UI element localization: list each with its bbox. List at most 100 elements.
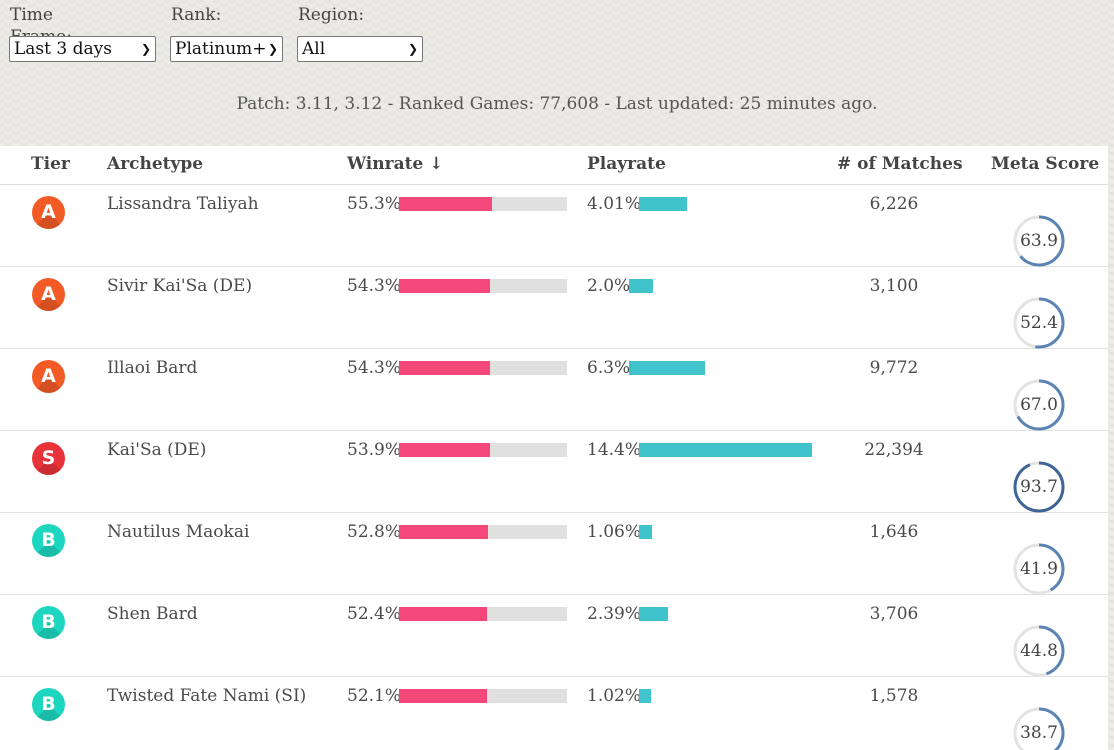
chevron-down-icon: ❯ — [267, 42, 278, 56]
column-tier[interactable]: Tier — [31, 154, 70, 174]
table-row[interactable]: A Sivir Kai'Sa (DE) 54.3% 2.0% 3,100 52.4 — [0, 267, 1108, 349]
winrate-value: 54.3% — [347, 358, 402, 378]
chevron-down-icon: ❯ — [407, 42, 418, 56]
tier-letter: B — [41, 611, 56, 633]
tier-badge: A — [32, 196, 65, 229]
tier-letter: A — [41, 201, 56, 223]
winrate-value: 53.9% — [347, 440, 402, 460]
meta-score-ring-graphic — [1013, 543, 1065, 595]
playrate-value: 1.06% — [587, 522, 642, 542]
column-meta-score[interactable]: Meta Score — [991, 154, 1100, 174]
last-updated: Last updated: 25 minutes ago. — [615, 94, 878, 114]
meta-score-ring: 93.7 — [1011, 459, 1067, 515]
rank-select[interactable]: Platinum+ ❯ — [170, 36, 283, 62]
winrate-bar-fill — [398, 525, 488, 539]
ranked-games-count: Ranked Games: 77,608 — [398, 94, 599, 114]
meta-score-value: 38.7 — [1020, 723, 1058, 743]
meta-score-ring-graphic — [1013, 707, 1065, 750]
status-line: Patch: 3.11, 3.12 - Ranked Games: 77,608… — [0, 94, 1114, 114]
playrate-value: 2.0% — [587, 276, 631, 296]
region-select[interactable]: All ❯ — [297, 36, 423, 62]
playrate-bar — [638, 443, 812, 457]
tier-letter: S — [41, 447, 56, 469]
meta-score-arc — [1013, 297, 1065, 349]
separator: - — [598, 94, 616, 114]
meta-score-ring-graphic — [1013, 625, 1065, 677]
meta-score-ring-graphic — [1013, 461, 1065, 513]
meta-score-arc — [1013, 625, 1065, 677]
table-row[interactable]: A Illaoi Bard 54.3% 6.3% 9,772 67.0 — [0, 349, 1108, 431]
separator: - — [382, 94, 399, 114]
match-count: 3,100 — [869, 276, 919, 296]
rank-value: Platinum+ — [175, 39, 267, 59]
meta-score-arc — [1013, 215, 1065, 267]
tier-badge: S — [32, 442, 65, 475]
region-value: All — [302, 39, 326, 59]
archetype-name[interactable]: Illaoi Bard — [107, 358, 198, 378]
archetype-name[interactable]: Lissandra Taliyah — [107, 194, 259, 214]
meta-score-value: 63.9 — [1020, 231, 1058, 251]
winrate-value: 52.1% — [347, 686, 402, 706]
archetype-name[interactable]: Kai'Sa (DE) — [107, 440, 207, 460]
meta-score-ring: 67.0 — [1011, 377, 1067, 433]
meta-score-ring: 63.9 — [1011, 213, 1067, 269]
match-count: 22,394 — [864, 440, 924, 460]
meta-score-ring-graphic — [1013, 379, 1065, 431]
match-count: 6,226 — [869, 194, 919, 214]
rank-label: Rank: — [171, 5, 222, 25]
archetype-name[interactable]: Sivir Kai'Sa (DE) — [107, 276, 253, 296]
time-frame-value: Last 3 days — [14, 39, 112, 59]
meta-score-value: 52.4 — [1020, 313, 1058, 333]
meta-score-ring: 38.7 — [1011, 705, 1067, 750]
tier-letter: B — [41, 693, 56, 715]
meta-score-ring-graphic — [1013, 297, 1065, 349]
winrate-bar-track — [398, 279, 567, 293]
column-winrate[interactable]: Winrate ↓ — [347, 154, 444, 174]
tier-badge: A — [32, 278, 65, 311]
table-row[interactable]: A Lissandra Taliyah 55.3% 4.01% 6,226 63.9 — [0, 185, 1108, 267]
table-body: A Lissandra Taliyah 55.3% 4.01% 6,226 63.9 A Si… — [0, 185, 1108, 750]
column-archetype[interactable]: Archetype — [107, 154, 204, 174]
match-count: 3,706 — [869, 604, 919, 624]
chevron-down-icon: ❯ — [140, 42, 151, 56]
archetype-name[interactable]: Shen Bard — [107, 604, 198, 624]
time-frame-select[interactable]: Last 3 days ❯ — [9, 36, 156, 62]
tier-letter: B — [41, 529, 56, 551]
table-row[interactable]: B Nautilus Maokai 52.8% 1.06% 1,646 41.9 — [0, 513, 1108, 595]
table-row[interactable]: B Twisted Fate Nami (SI) 52.1% 1.02% 1,578 38… — [0, 677, 1108, 750]
meta-score-ring: 52.4 — [1011, 295, 1067, 351]
winrate-bar-track — [398, 361, 567, 375]
playrate-bar — [638, 525, 652, 539]
region-label: Region: — [298, 5, 365, 25]
playrate-value: 1.02% — [587, 686, 642, 706]
tier-badge: A — [32, 360, 65, 393]
column-playrate[interactable]: Playrate — [587, 154, 666, 174]
playrate-bar — [638, 689, 651, 703]
match-count: 9,772 — [869, 358, 919, 378]
tier-badge: B — [32, 688, 65, 721]
winrate-bar-fill — [398, 197, 492, 211]
winrate-bar-fill — [398, 279, 490, 293]
winrate-bar-track — [398, 197, 567, 211]
tier-badge: B — [32, 524, 65, 557]
time-frame-filter: Time Frame: Last 3 days ❯ — [9, 4, 156, 62]
meta-score-value: 67.0 — [1020, 395, 1058, 415]
table-row[interactable]: B Shen Bard 52.4% 2.39% 3,706 44.8 — [0, 595, 1108, 677]
playrate-value: 4.01% — [587, 194, 642, 214]
playrate-value: 2.39% — [587, 604, 642, 624]
winrate-bar-fill — [398, 443, 490, 457]
winrate-value: 52.4% — [347, 604, 402, 624]
tier-badge: B — [32, 606, 65, 639]
archetype-name[interactable]: Nautilus Maokai — [107, 522, 250, 542]
winrate-bar-fill — [398, 689, 487, 703]
patch-info: Patch: 3.11, 3.12 — [236, 94, 383, 114]
winrate-bar-fill — [398, 607, 487, 621]
column-matches[interactable]: # of Matches — [837, 154, 963, 174]
playrate-bar — [638, 607, 668, 621]
winrate-value: 55.3% — [347, 194, 402, 214]
table-row[interactable]: S Kai'Sa (DE) 53.9% 14.4% 22,394 93.7 — [0, 431, 1108, 513]
meta-score-arc — [1013, 707, 1065, 750]
playrate-bar — [629, 279, 654, 293]
archetype-name[interactable]: Twisted Fate Nami (SI) — [107, 686, 307, 706]
match-count: 1,646 — [869, 522, 919, 542]
